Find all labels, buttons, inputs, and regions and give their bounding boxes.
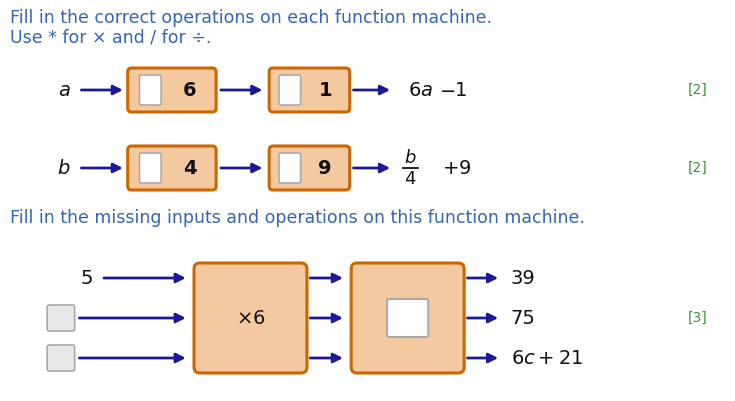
- Text: [2]: [2]: [687, 161, 707, 175]
- Text: $+ 9$: $+ 9$: [442, 158, 471, 178]
- Text: $1$: $1$: [453, 81, 467, 99]
- Text: $6a$: $6a$: [408, 81, 433, 99]
- FancyBboxPatch shape: [47, 305, 75, 331]
- Text: 9: 9: [318, 158, 332, 178]
- FancyBboxPatch shape: [279, 75, 301, 105]
- Text: 6: 6: [183, 81, 196, 99]
- FancyBboxPatch shape: [279, 153, 301, 183]
- Text: 39: 39: [511, 269, 536, 288]
- FancyBboxPatch shape: [140, 75, 161, 105]
- FancyBboxPatch shape: [351, 263, 464, 373]
- FancyBboxPatch shape: [140, 153, 161, 183]
- Text: [2]: [2]: [687, 83, 707, 97]
- Text: [3]: [3]: [687, 311, 707, 325]
- FancyBboxPatch shape: [269, 146, 350, 190]
- Text: Use * for × and / for ÷.: Use * for × and / for ÷.: [10, 29, 211, 47]
- Text: $b$: $b$: [404, 149, 417, 167]
- FancyBboxPatch shape: [47, 345, 75, 371]
- FancyBboxPatch shape: [194, 263, 307, 373]
- Text: $\times 6$: $\times 6$: [236, 308, 265, 328]
- Text: 4: 4: [183, 158, 196, 178]
- Text: 1: 1: [318, 81, 332, 99]
- Text: $6c + 21$: $6c + 21$: [511, 348, 583, 367]
- Text: 75: 75: [511, 308, 536, 328]
- Text: $a$: $a$: [57, 81, 70, 99]
- FancyBboxPatch shape: [128, 146, 216, 190]
- Text: $4$: $4$: [404, 170, 417, 188]
- Text: $ -$: $ -$: [439, 81, 456, 99]
- FancyBboxPatch shape: [128, 68, 216, 112]
- Text: Fill in the missing inputs and operations on this function machine.: Fill in the missing inputs and operation…: [10, 209, 585, 227]
- Text: $b$: $b$: [57, 158, 71, 178]
- Text: 5: 5: [80, 269, 93, 288]
- Text: Fill in the correct operations on each function machine.: Fill in the correct operations on each f…: [10, 9, 492, 27]
- FancyBboxPatch shape: [269, 68, 350, 112]
- FancyBboxPatch shape: [387, 299, 429, 337]
